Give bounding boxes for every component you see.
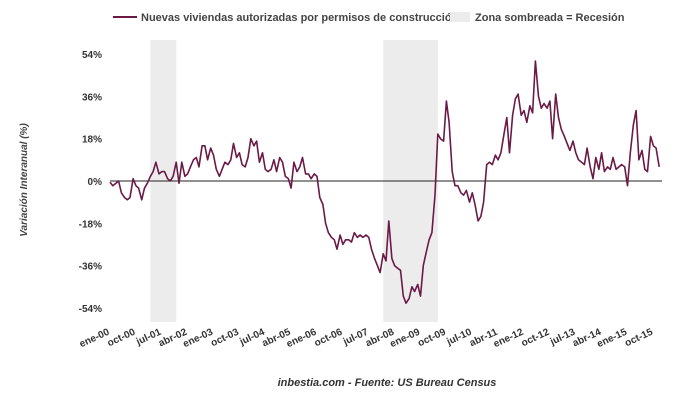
y-tick-label: -18% (79, 219, 102, 230)
x-tick-label: oct-06 (313, 327, 345, 350)
series-line-permisos (109, 60, 660, 304)
legend-recession-swatch (450, 12, 470, 22)
y-tick-label: 18% (82, 135, 102, 146)
y-axis-ticks: 54% 36% 18% 0% -18% -36% -54% (79, 50, 102, 315)
source-caption: inbestia.com - Fuente: US Bureau Census (278, 377, 497, 389)
legend-recession-label: Zona sombreada = Recesión (475, 12, 625, 24)
x-tick-label: oct-03 (209, 327, 241, 350)
y-tick-label: 54% (82, 50, 102, 61)
y-tick-label: 36% (82, 92, 102, 103)
x-tick-label: jul-10 (444, 327, 474, 349)
legend: Nuevas viviendas autorizadas por permiso… (113, 12, 625, 24)
x-tick-label: oct-15 (623, 327, 655, 350)
legend-series-label: Nuevas viviendas autorizadas por permiso… (141, 12, 459, 24)
x-tick-label: oct-00 (106, 327, 138, 350)
y-tick-label: -54% (79, 304, 102, 315)
y-tick-label: 0% (88, 177, 103, 188)
x-axis-ticks: ene-00oct-00jul-01abr-02ene-03oct-03jul-… (78, 327, 655, 351)
x-tick-label: oct-09 (416, 327, 448, 350)
y-tick-label: -36% (79, 262, 102, 273)
x-tick-label: oct-12 (520, 327, 552, 350)
y-axis-title: Variación Interanual (%) (19, 123, 30, 237)
